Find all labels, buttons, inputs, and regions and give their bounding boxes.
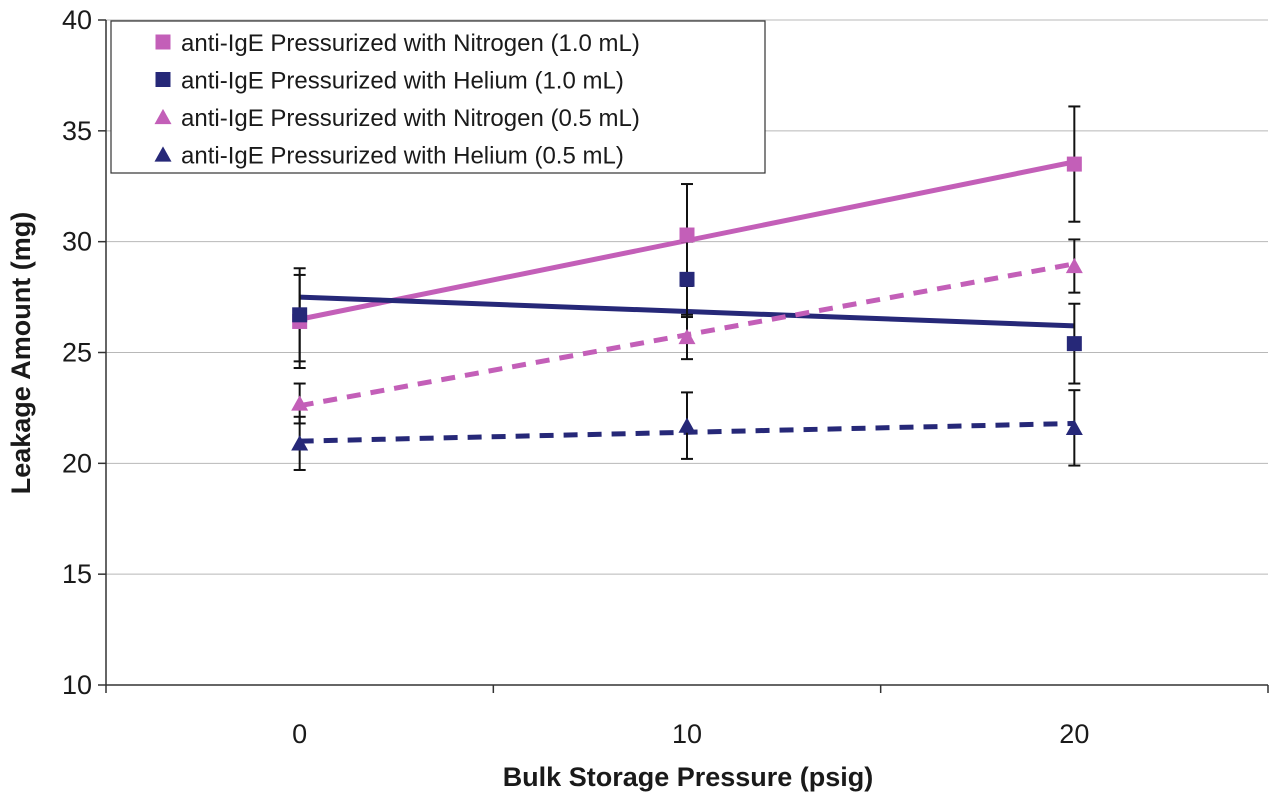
legend-entry-label: anti-IgE Pressurized with Helium (1.0 mL… [181, 68, 624, 95]
data-point-square [292, 307, 308, 323]
legend-entry-label: anti-IgE Pressurized with Nitrogen (1.0 … [181, 30, 640, 57]
data-point-square [155, 72, 171, 87]
tick-labels: 10 15 20 25 30 35 40 0 10 20 [62, 5, 1089, 749]
y-tick-label: 30 [62, 227, 92, 257]
data-point-square [1066, 156, 1082, 172]
x-tick-label: 20 [1059, 719, 1089, 749]
data-point-square [679, 271, 695, 287]
data-point-triangle [291, 395, 309, 411]
data-point-triangle [291, 435, 309, 451]
y-tick-label: 35 [62, 116, 92, 146]
x-axis-title: Bulk Storage Pressure (psig) [503, 762, 874, 792]
data-point-triangle [154, 108, 172, 125]
legend-box [110, 20, 766, 174]
data-point-triangle [678, 417, 696, 433]
error-bars [293, 105, 1081, 471]
x-tick-label: 10 [672, 719, 702, 749]
data-markers [291, 156, 1083, 451]
legend-entry-label: anti-IgE Pressurized with Helium (0.5 mL… [181, 143, 624, 170]
data-point-triangle [1065, 257, 1083, 274]
data-point-triangle [678, 328, 696, 345]
data-point-square [679, 227, 695, 243]
y-tick-label: 10 [62, 670, 92, 700]
data-point-square [1066, 336, 1082, 352]
legend: anti-IgE Pressurized with Nitrogen (1.0 … [110, 20, 766, 174]
data-point-square [155, 34, 171, 50]
y-tick-label: 15 [62, 559, 92, 589]
data-point-triangle [1065, 419, 1083, 435]
axes [98, 19, 1269, 693]
y-tick-label: 40 [62, 5, 92, 35]
x-tick-label: 0 [292, 719, 307, 749]
legend-entry-label: anti-IgE Pressurized with Nitrogen (0.5 … [181, 105, 640, 132]
y-tick-label: 20 [62, 448, 92, 478]
data-point-triangle [154, 146, 172, 162]
y-axis-title: Leakage Amount (mg) [6, 212, 36, 495]
y-tick-label: 25 [62, 338, 92, 368]
